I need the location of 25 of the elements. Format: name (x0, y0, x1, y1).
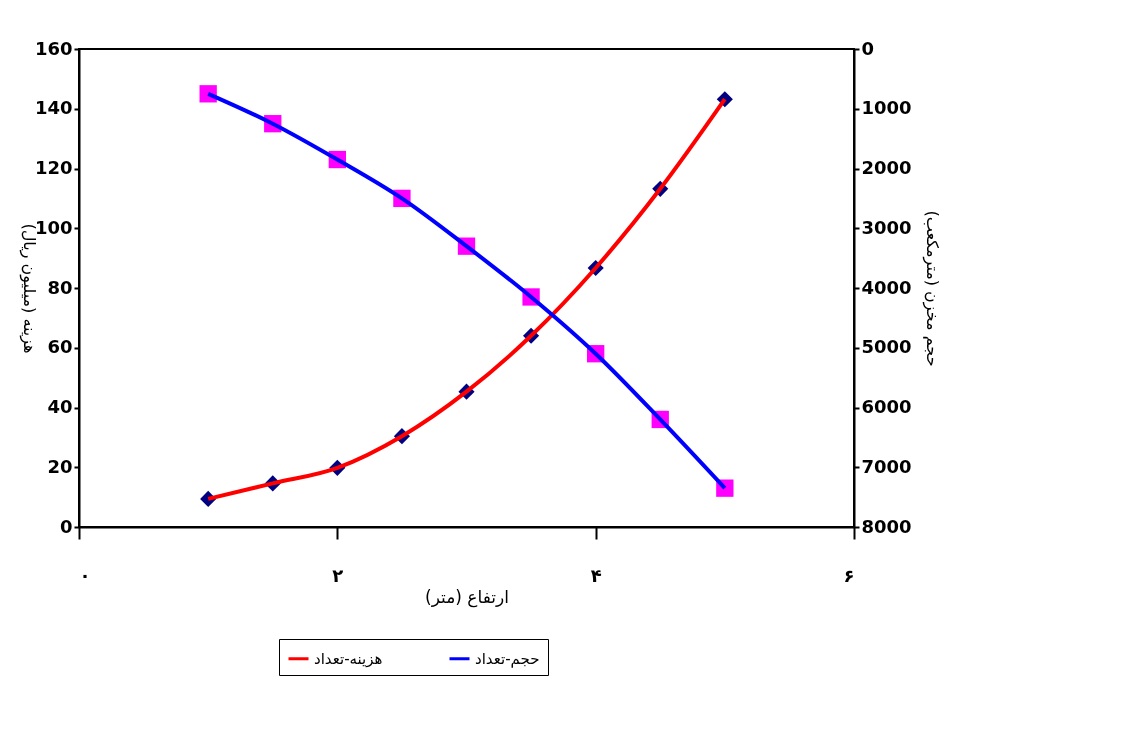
x-tick-label: ۴ (590, 564, 602, 586)
y2-tick-label: 0 (861, 37, 875, 59)
y2-tick-label: 8000 (861, 515, 912, 537)
x-axis-title: ارتفاع (متر) (425, 586, 509, 608)
y-tick-label: 20 (47, 455, 73, 477)
y-tick-label: 140 (34, 97, 73, 119)
x-tick-label: ۶ (843, 564, 855, 586)
y-tick-label: 160 (34, 37, 73, 59)
y-tick-label: 0 (59, 515, 73, 537)
y-tick-label: 60 (47, 336, 73, 358)
y2-tick-label: 2000 (861, 157, 912, 178)
y2-tick-label: 7000 (861, 455, 912, 477)
y2-tick-label: 3000 (861, 216, 912, 238)
y2-tick-label: 1000 (861, 97, 912, 119)
y-tick-label: 120 (34, 157, 73, 178)
x-tick-label: ۲ (332, 564, 344, 586)
y2-tick-label: 4000 (861, 276, 912, 298)
y-tick-label: 80 (47, 276, 73, 298)
y2-tick-label: 6000 (861, 396, 912, 417)
legend-label: حجم-تعداد (475, 649, 540, 668)
y2-tick-label: 5000 (861, 336, 912, 358)
legend-label: هزینه-تعداد (314, 649, 383, 668)
y2-axis-title: حجم مخزن (مترمکعب) (921, 210, 942, 367)
y-tick-label: 40 (47, 396, 73, 417)
x-tick-label: ۰ (79, 564, 91, 586)
